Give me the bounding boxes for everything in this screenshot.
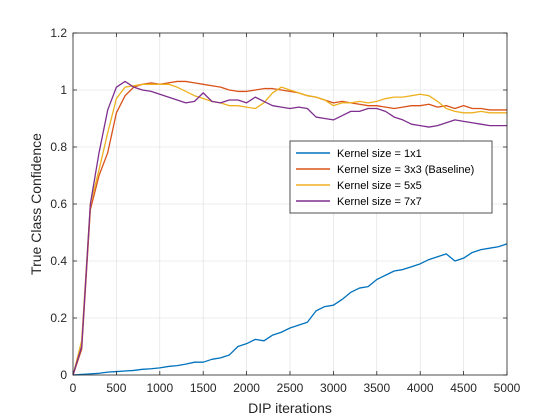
legend-label-3: Kernel size = 5x5 [337, 180, 422, 192]
x-tick-label: 0 [70, 381, 77, 395]
y-tick-label: 0.2 [50, 311, 67, 325]
series-line-3 [72, 83, 507, 376]
y-tick-labels: 0 0.2 0.4 0.6 0.8 1 1.2 [50, 26, 67, 382]
series-layer [72, 80, 508, 376]
legend: Kernel size = 1x1 Kernel size = 3x3 (Base… [289, 140, 493, 214]
legend-label-4: Kernel size = 7x7 [337, 196, 422, 208]
legend-items: Kernel size = 1x1 Kernel size = 3x3 (Base… [296, 148, 474, 208]
axis-ticks [72, 32, 508, 376]
y-tick-label: 0 [60, 368, 67, 382]
legend-label-2: Kernel size = 3x3 (Baseline) [337, 164, 474, 176]
x-tick-labels: 0 500 1000 1500 2000 2500 3000 3500 4000 4500 5000 [70, 381, 521, 395]
x-tick-label: 2500 [277, 381, 304, 395]
series-line-4 [72, 80, 507, 376]
x-tick-label: 3000 [320, 381, 347, 395]
x-tick-label: 500 [106, 381, 126, 395]
y-tick-label: 0.6 [50, 197, 67, 211]
y-tick-label: 0.4 [50, 254, 67, 268]
y-tick-label: 0.8 [50, 140, 67, 154]
legend-label-1: Kernel size = 1x1 [337, 148, 422, 160]
x-tick-label: 1500 [190, 381, 217, 395]
x-tick-label: 3500 [363, 381, 390, 395]
y-axis-label: True Class Confidence [28, 133, 44, 275]
y-tick-label: 1 [60, 83, 67, 97]
y-tick-label: 1.2 [50, 26, 67, 40]
series-line-1 [72, 243, 508, 376]
x-axis-label: DIP iterations [248, 400, 332, 416]
x-tick-label: 4500 [450, 381, 477, 395]
x-tick-label: 2000 [233, 381, 260, 395]
x-tick-label: 1000 [146, 381, 173, 395]
x-tick-label: 4000 [407, 381, 434, 395]
x-tick-label: 5000 [494, 381, 521, 395]
